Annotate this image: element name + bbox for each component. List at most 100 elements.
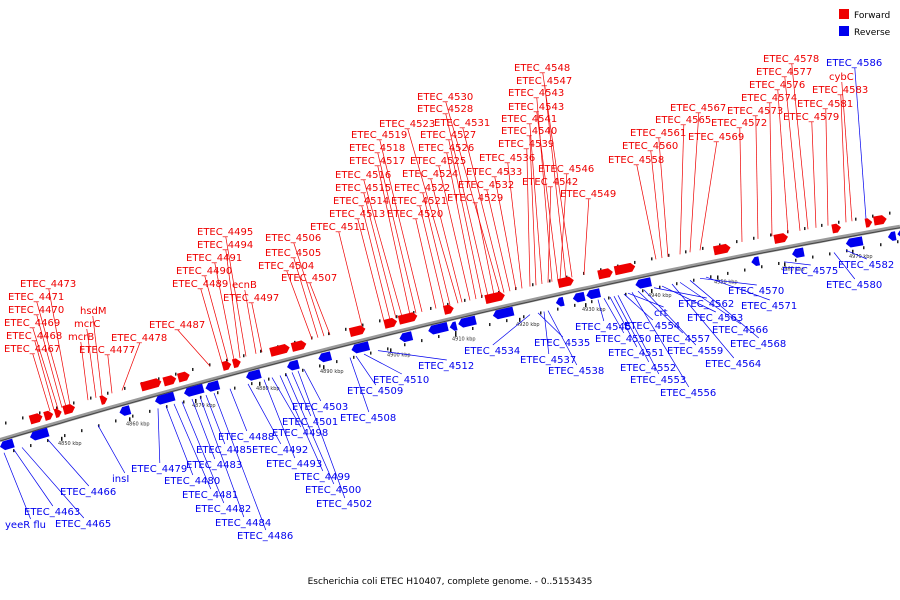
forward-leader-line [679, 124, 685, 255]
track-dot [413, 311, 415, 315]
reverse-leader-line [13, 449, 54, 507]
forward-leader-line [536, 97, 553, 282]
track-dot [744, 268, 746, 272]
forward-leader-line [689, 112, 700, 253]
forward-gene-label: ecnB [232, 280, 257, 291]
track-dot [693, 278, 695, 282]
track-dot [5, 421, 7, 425]
reverse-gene [458, 315, 477, 328]
reverse-leader-line [3, 452, 31, 520]
forward-gene [597, 268, 613, 280]
kbp-tick-mark [61, 436, 63, 441]
kbp-tick-mark [852, 249, 854, 254]
forward-leader-line [658, 137, 669, 257]
forward-leader-line [507, 162, 523, 289]
forward-gene-label: ETEC_4533 [466, 167, 522, 178]
forward-gene-label: cybC [829, 72, 854, 83]
forward-gene-label: ETEC_4506 [265, 233, 321, 244]
track-dot [889, 211, 891, 215]
reverse-leader-line [631, 292, 690, 388]
reverse-leader-line [597, 299, 605, 322]
track-dot [421, 339, 423, 343]
track-dot [430, 306, 432, 310]
reverse-leader-line [783, 261, 811, 266]
forward-leader-line [542, 72, 573, 278]
track-dot [209, 363, 211, 367]
reverse-leader-line [661, 285, 716, 313]
track-dot [838, 220, 840, 224]
forward-gene [397, 312, 418, 325]
reverse-gene [449, 321, 458, 331]
reverse-gene-label: ETEC_4563 [687, 313, 743, 324]
forward-leader-line [177, 329, 211, 367]
reverse-gene-label: ETEC_4566 [712, 325, 768, 336]
forward-gene-label: ETEC_4468 [6, 331, 62, 342]
track-dot [243, 354, 245, 358]
reverse-gene-label: ETEC_4500 [305, 485, 361, 496]
gene-features [0, 215, 900, 451]
forward-leader-line [559, 173, 568, 280]
track-dot [821, 223, 823, 227]
track-dot [336, 360, 338, 364]
reverse-gene [287, 359, 300, 371]
forward-leader-line [379, 139, 423, 312]
reverse-gene [205, 380, 221, 392]
reverse-leader-line [623, 293, 654, 321]
track-dot [404, 343, 406, 347]
forward-gene-label: ETEC_4497 [223, 293, 279, 304]
forward-leader-line [636, 164, 657, 260]
track-dot [719, 243, 721, 247]
reverse-leader-line [199, 396, 245, 518]
reverse-leader-line [247, 383, 282, 445]
forward-gene-label: ETEC_4487 [149, 320, 205, 331]
reverse-leader-line [173, 403, 212, 490]
track-dot [124, 386, 126, 390]
forward-leader-line [699, 141, 718, 251]
kbp-tick-mark [784, 262, 786, 267]
track-dot [81, 429, 83, 433]
forward-gene-label: ETEC_4536 [479, 153, 535, 164]
track-dot [472, 326, 474, 330]
kbp-tick-mark [519, 317, 521, 322]
legend-label-forward: Forward [854, 11, 890, 21]
reverse-gene-label: ETEC_4550 [595, 334, 651, 345]
track-dot [217, 391, 219, 395]
reverse-leader-line [377, 350, 447, 361]
forward-gene-label: ETEC_4530 [417, 92, 473, 103]
forward-gene-label: ETEC_4494 [197, 240, 253, 251]
forward-gene-label: ETEC_4469 [4, 318, 60, 329]
reverse-leader-line [845, 249, 867, 260]
forward-gene-label: ETEC_4539 [498, 139, 554, 150]
forward-gene-label: ETEC_4572 [711, 118, 767, 129]
forward-gene [773, 233, 789, 244]
forward-gene-label: ETEC_4514 [333, 196, 389, 207]
track-dot [319, 364, 321, 368]
reverse-leader-line [617, 295, 660, 375]
forward-leader-line [840, 94, 847, 223]
forward-gene-label: ETEC_4504 [258, 261, 314, 272]
reverse-gene-label: ETEC_4503 [292, 402, 348, 413]
reverse-gene-label: ETEC_4575 [782, 266, 838, 277]
reverse-leader-line [21, 447, 85, 519]
forward-leader-line [739, 127, 743, 242]
forward-leader-line [438, 165, 471, 301]
reverse-leader-line [603, 298, 625, 334]
reverse-leader-line [355, 355, 377, 386]
forward-gene-label: ETEC_4565 [655, 115, 711, 126]
track-dot [523, 315, 525, 319]
track-dot [30, 444, 32, 448]
forward-leader-line [536, 111, 559, 281]
track-dot [200, 395, 202, 399]
kbp-tick-mark [717, 275, 719, 280]
reverse-leader-line [653, 287, 707, 299]
reverse-gene-label: crt [654, 308, 668, 319]
forward-leader-line [650, 150, 663, 259]
gene-labels: ETEC_4467 ETEC_4468 ETEC_4469 ETEC_4470 ETEC… [4, 54, 894, 542]
forward-leader-line [244, 289, 257, 354]
kbp-tick-label: 4910 kbp [452, 337, 476, 343]
track-dot [13, 449, 15, 453]
track-dot [107, 391, 109, 395]
track-dot [387, 347, 389, 351]
reverse-gene-label: ETEC_4501 [282, 417, 338, 428]
track-dot [132, 414, 134, 418]
